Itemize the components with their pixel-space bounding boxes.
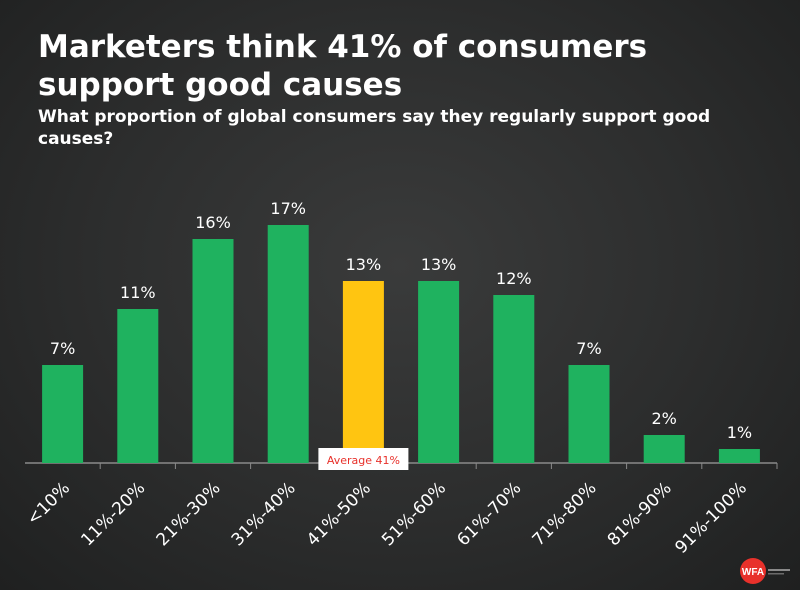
data-label: 7% (576, 339, 601, 358)
x-tick-label: 61%-70% (453, 478, 525, 550)
data-label: 2% (652, 409, 677, 428)
x-tick-label: 21%-30% (153, 478, 225, 550)
x-tick-label: 91%-100% (671, 478, 751, 558)
bar (568, 365, 610, 463)
data-label: 1% (727, 423, 752, 442)
bar (267, 225, 309, 463)
data-label: 7% (50, 339, 75, 358)
bar-highlight (342, 281, 384, 463)
bar (643, 435, 685, 463)
data-label: 11% (120, 283, 156, 302)
x-tick-label: 51%-60% (378, 478, 450, 550)
bar (42, 365, 84, 463)
x-tick-label: 71%-80% (529, 478, 601, 550)
x-tick-label: <10% (23, 478, 74, 529)
bar (117, 309, 159, 463)
data-label: 13% (346, 255, 382, 274)
bar (493, 295, 535, 463)
x-tick-label: 81%-90% (604, 478, 676, 550)
average-annotation: Average 41% (327, 454, 400, 467)
average-annotation-box (318, 448, 409, 470)
x-tick-label: 11%-20% (77, 478, 149, 550)
wfa-logo-icon: WFA (740, 558, 790, 584)
bar (418, 281, 460, 463)
data-label: 12% (496, 269, 532, 288)
logo-text: WFA (742, 567, 764, 578)
data-label: 13% (421, 255, 457, 274)
bar (192, 239, 234, 463)
x-tick-label: 41%-50% (303, 478, 375, 550)
data-label: 17% (270, 199, 306, 218)
data-label: 16% (195, 213, 231, 232)
chart-title: Marketers think 41% of consumers support… (38, 29, 648, 103)
bar (718, 449, 760, 463)
x-tick-label: 31%-40% (228, 478, 300, 550)
chart-subtitle: What proportion of global consumers say … (38, 107, 711, 149)
